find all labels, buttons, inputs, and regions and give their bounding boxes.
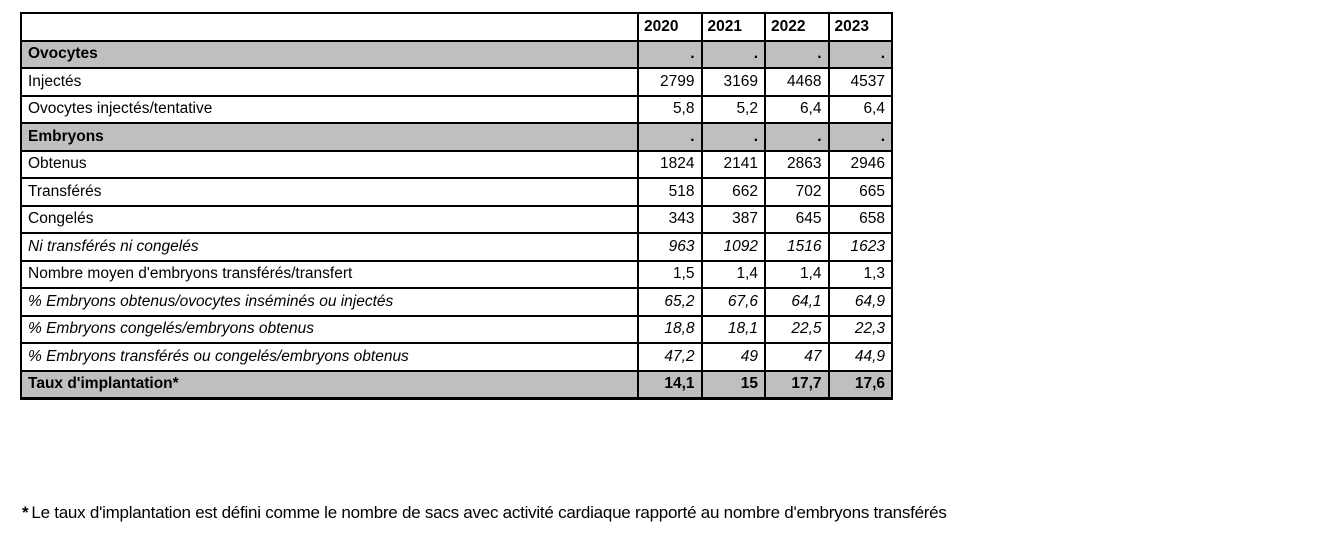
cell: 22,5	[764, 314, 830, 344]
row-label: Congelés	[20, 204, 639, 234]
cell: 65,2	[637, 287, 703, 317]
cell: 1092	[700, 232, 766, 262]
cell: 1824	[637, 149, 703, 179]
cell: .	[827, 122, 893, 152]
table-row-nombre-moyen-transferes: Nombre moyen d'embryons transférés/trans…	[20, 259, 893, 289]
cell: 4468	[764, 67, 830, 97]
cell: 64,9	[827, 287, 893, 317]
cell: 645	[764, 204, 830, 234]
year-header: 2020	[637, 12, 703, 42]
year-header: 2022	[764, 12, 830, 42]
cell: .	[637, 39, 703, 69]
cell: .	[700, 122, 766, 152]
row-label: Transférés	[20, 177, 639, 207]
cell: .	[764, 122, 830, 152]
cell: 2946	[827, 149, 893, 179]
table-header-row: 2020 2021 2022 2023	[20, 12, 893, 42]
table-row-ni-transferes-ni-congeles: Ni transférés ni congelés 963 1092 1516 …	[20, 232, 893, 262]
cell: 2863	[764, 149, 830, 179]
cell: 49	[700, 342, 766, 372]
cell: 518	[637, 177, 703, 207]
cell: 6,4	[764, 94, 830, 124]
cell: 343	[637, 204, 703, 234]
table-row-ovocytes-injectes-tentative: Ovocytes injectés/tentative 5,8 5,2 6,4 …	[20, 94, 893, 124]
row-label: Obtenus	[20, 149, 639, 179]
row-label: % Embryons transférés ou congelés/embryo…	[20, 342, 639, 372]
cell: 22,3	[827, 314, 893, 344]
cell: 6,4	[827, 94, 893, 124]
row-label: % Embryons congelés/embryons obtenus	[20, 314, 639, 344]
cell: 1,4	[764, 259, 830, 289]
cell: 18,1	[700, 314, 766, 344]
cell: 47	[764, 342, 830, 372]
table-row-transferes: Transférés 518 662 702 665	[20, 177, 893, 207]
cell: 1516	[764, 232, 830, 262]
cell: 662	[700, 177, 766, 207]
row-label: Embryons	[20, 122, 639, 152]
cell: 963	[637, 232, 703, 262]
table-row-section-embryons: Embryons . . . .	[20, 122, 893, 152]
table-row-taux-implantation: Taux d'implantation* 14,1 15 17,7 17,6	[20, 369, 893, 400]
cell: 387	[700, 204, 766, 234]
footnote-asterisk: *	[22, 503, 29, 522]
table-row-obtenus: Obtenus 1824 2141 2863 2946	[20, 149, 893, 179]
table-row-pct-obtenus: % Embryons obtenus/ovocytes inséminés ou…	[20, 287, 893, 317]
cell: 47,2	[637, 342, 703, 372]
cell: 17,6	[827, 369, 893, 400]
table-row-injectes: Injectés 2799 3169 4468 4537	[20, 67, 893, 97]
row-label: Ovocytes injectés/tentative	[20, 94, 639, 124]
table-row-pct-congeles: % Embryons congelés/embryons obtenus 18,…	[20, 314, 893, 344]
row-label: Ni transférés ni congelés	[20, 232, 639, 262]
cell: 5,2	[700, 94, 766, 124]
cell: 14,1	[637, 369, 703, 400]
year-header: 2023	[827, 12, 893, 42]
cell: 2799	[637, 67, 703, 97]
cell: 15	[700, 369, 766, 400]
row-label: % Embryons obtenus/ovocytes inséminés ou…	[20, 287, 639, 317]
table-row-congeles: Congelés 343 387 645 658	[20, 204, 893, 234]
cell: 1,3	[827, 259, 893, 289]
cell: .	[764, 39, 830, 69]
cell: 1623	[827, 232, 893, 262]
row-label: Nombre moyen d'embryons transférés/trans…	[20, 259, 639, 289]
cell: 665	[827, 177, 893, 207]
cell: .	[827, 39, 893, 69]
table-row-section-ovocytes: Ovocytes . . . .	[20, 39, 893, 69]
cell: 5,8	[637, 94, 703, 124]
cell: 18,8	[637, 314, 703, 344]
cell: 3169	[700, 67, 766, 97]
cell: 658	[827, 204, 893, 234]
cell: 702	[764, 177, 830, 207]
table-row-pct-transferes-ou-congeles: % Embryons transférés ou congelés/embryo…	[20, 342, 893, 372]
cell: .	[700, 39, 766, 69]
row-label: Ovocytes	[20, 39, 639, 69]
year-header: 2021	[700, 12, 766, 42]
cell: 1,5	[637, 259, 703, 289]
ivf-statistics-table: 2020 2021 2022 2023 Ovocytes . . . . Inj…	[20, 12, 893, 400]
row-label: Injectés	[20, 67, 639, 97]
corner-cell	[20, 12, 639, 42]
cell: 67,6	[700, 287, 766, 317]
footnote-text: Le taux d'implantation est défini comme …	[31, 503, 947, 522]
cell: .	[637, 122, 703, 152]
cell: 2141	[700, 149, 766, 179]
row-label: Taux d'implantation*	[20, 369, 639, 400]
cell: 64,1	[764, 287, 830, 317]
cell: 17,7	[764, 369, 830, 400]
cell: 4537	[827, 67, 893, 97]
footnote: * Le taux d'implantation est défini comme…	[22, 503, 947, 523]
cell: 1,4	[700, 259, 766, 289]
cell: 44,9	[827, 342, 893, 372]
